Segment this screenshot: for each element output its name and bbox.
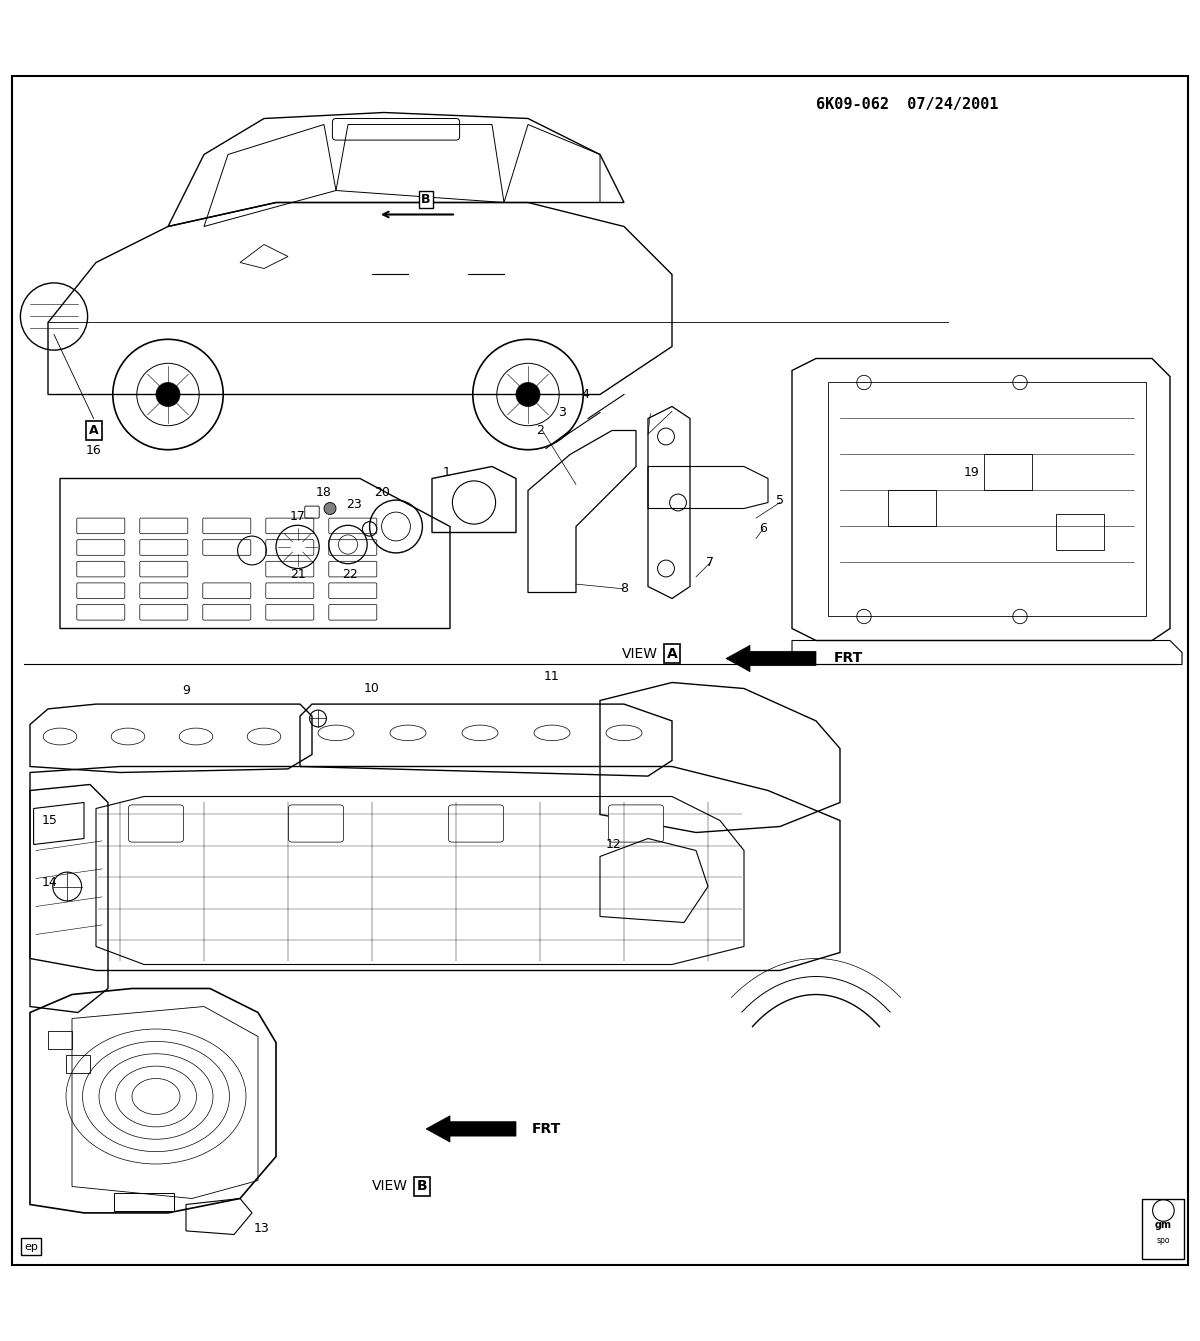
Text: FRT: FRT xyxy=(532,1122,560,1136)
Text: B: B xyxy=(421,193,431,207)
Text: 18: 18 xyxy=(316,487,332,499)
Text: 21: 21 xyxy=(289,569,306,581)
FancyBboxPatch shape xyxy=(449,805,504,842)
Text: 12: 12 xyxy=(606,838,622,852)
Text: FRT: FRT xyxy=(834,652,863,665)
Text: ep: ep xyxy=(24,1242,38,1251)
Text: 20: 20 xyxy=(373,487,390,499)
Text: 9: 9 xyxy=(182,684,190,697)
Circle shape xyxy=(156,382,180,406)
Circle shape xyxy=(238,536,266,565)
Text: 10: 10 xyxy=(364,683,380,695)
Text: gm: gm xyxy=(1154,1220,1172,1230)
Circle shape xyxy=(324,503,336,515)
Text: 14: 14 xyxy=(42,877,58,889)
FancyArrow shape xyxy=(726,645,816,672)
Text: 23: 23 xyxy=(346,499,362,511)
Text: 13: 13 xyxy=(253,1222,270,1235)
Text: 16: 16 xyxy=(85,444,102,457)
FancyBboxPatch shape xyxy=(288,805,343,842)
Text: 4: 4 xyxy=(582,388,589,401)
Text: 3: 3 xyxy=(558,406,565,418)
Text: 5: 5 xyxy=(776,493,784,507)
Text: VIEW: VIEW xyxy=(622,646,658,661)
Text: 22: 22 xyxy=(342,569,359,581)
Text: 7: 7 xyxy=(707,557,714,569)
Text: B: B xyxy=(418,1180,427,1193)
Text: 6: 6 xyxy=(760,523,767,535)
Text: 2: 2 xyxy=(536,424,544,437)
FancyArrow shape xyxy=(426,1116,516,1143)
Text: 6K09-062  07/24/2001: 6K09-062 07/24/2001 xyxy=(816,97,998,111)
Text: spo: spo xyxy=(1157,1236,1170,1244)
Text: A: A xyxy=(667,646,677,661)
Text: 11: 11 xyxy=(544,670,560,683)
Text: 1: 1 xyxy=(443,467,450,479)
Text: 15: 15 xyxy=(42,814,58,827)
Text: VIEW: VIEW xyxy=(372,1180,408,1193)
Circle shape xyxy=(516,382,540,406)
Text: 8: 8 xyxy=(620,582,628,595)
Text: 19: 19 xyxy=(964,467,980,479)
FancyBboxPatch shape xyxy=(608,805,664,842)
Text: 17: 17 xyxy=(289,511,306,523)
Text: A: A xyxy=(89,424,98,437)
FancyBboxPatch shape xyxy=(1142,1199,1184,1258)
FancyBboxPatch shape xyxy=(128,805,184,842)
